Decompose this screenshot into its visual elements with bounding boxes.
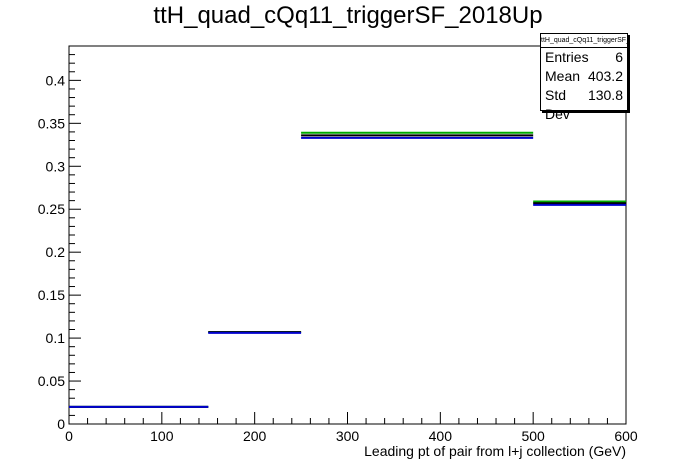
y-tick-label: 0.15 [38, 287, 65, 303]
stats-value: 6 [615, 49, 623, 65]
chart-title: ttH_quad_cQq11_triggerSF_2018Up [153, 2, 543, 29]
stats-box: ttH_quad_cQq11_triggerSF_2018Up Entries … [540, 33, 628, 122]
y-tick-label: 0.05 [38, 373, 65, 389]
x-tick-label: 200 [243, 428, 267, 444]
stats-row-entries: Entries 6 [541, 48, 627, 67]
y-tick-label: 0.2 [46, 244, 66, 260]
y-tick-label: 0.1 [46, 330, 66, 346]
y-tick-label: 0.3 [46, 158, 66, 174]
y-tick-label: 0.25 [38, 201, 65, 217]
y-tick-label: 0.4 [46, 72, 66, 88]
stats-value: 403.2 [587, 68, 623, 84]
stats-value: 130.8 [587, 87, 623, 103]
y-tick-label: 0.35 [38, 115, 65, 131]
stats-row-stddev: Std Dev 130.8 [541, 86, 627, 122]
y-tick-label: 0 [57, 416, 65, 432]
x-axis-label: Leading pt of pair from l+j collection (… [364, 443, 626, 459]
x-tick-label: 400 [429, 428, 453, 444]
x-tick-label: 100 [150, 428, 174, 444]
stats-box-title: ttH_quad_cQq11_triggerSF_2018Up [541, 34, 627, 48]
x-tick-label: 300 [336, 428, 360, 444]
x-tick-label: 600 [614, 428, 638, 444]
stats-label: Entries [545, 49, 589, 65]
x-tick-label: 500 [521, 428, 545, 444]
stats-label: Mean [545, 68, 581, 84]
stats-row-mean: Mean 403.2 [541, 67, 627, 86]
stats-label: Std Dev [545, 87, 570, 122]
x-tick-label: 0 [65, 428, 73, 444]
